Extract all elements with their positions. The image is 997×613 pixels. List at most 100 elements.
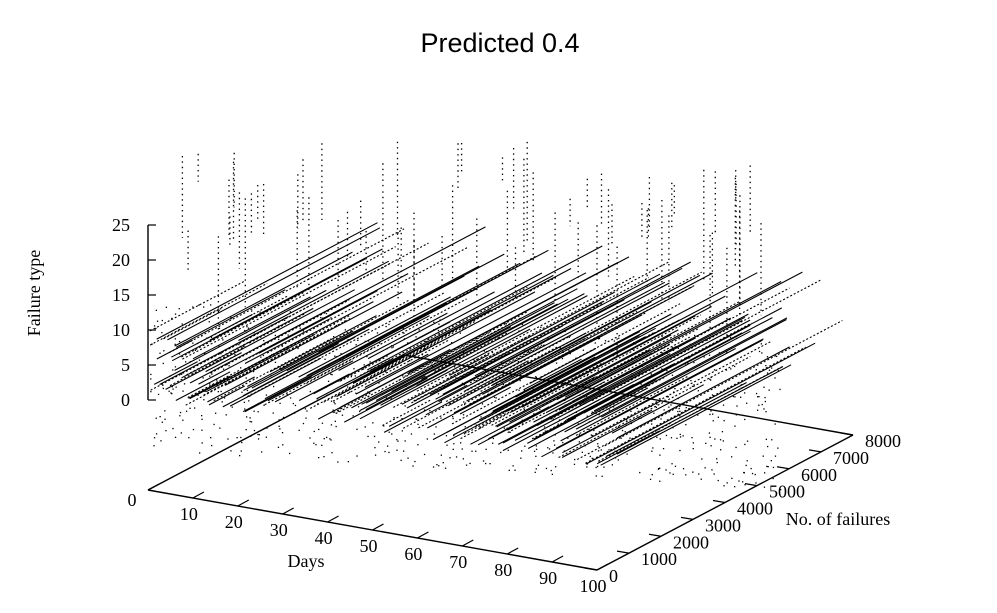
data-point	[249, 420, 251, 423]
data-point	[155, 417, 157, 419]
data-point	[257, 411, 259, 413]
data-point	[448, 401, 450, 404]
data-point	[453, 434, 455, 437]
data-streak	[536, 313, 749, 427]
data-point	[204, 390, 206, 392]
data-point	[563, 450, 565, 452]
data-point	[433, 329, 435, 331]
x-tick-mark	[551, 555, 564, 563]
data-point	[418, 329, 420, 331]
data-point	[188, 437, 190, 439]
data-streak	[359, 286, 528, 376]
data-point	[281, 432, 284, 434]
data-point	[750, 467, 752, 470]
x-tick-label: 40	[315, 528, 333, 548]
data-point	[507, 449, 509, 451]
data-point	[751, 472, 754, 475]
data-point	[476, 358, 478, 360]
data-point	[687, 357, 689, 359]
data-point	[692, 448, 694, 450]
data-point	[485, 448, 487, 450]
data-point	[558, 351, 560, 353]
data-point	[664, 399, 666, 401]
data-point	[302, 422, 305, 425]
data-point	[248, 400, 250, 402]
data-point	[588, 428, 590, 430]
data-streak	[427, 314, 643, 429]
data-point	[313, 430, 315, 433]
data-point	[711, 394, 714, 396]
data-point	[355, 392, 357, 394]
x-tick-mark	[192, 491, 205, 499]
data-point	[720, 449, 722, 451]
data-point	[210, 304, 212, 306]
data-point	[278, 425, 280, 427]
data-point	[479, 427, 482, 429]
data-point	[665, 434, 668, 437]
data-point	[218, 352, 220, 354]
data-point	[433, 321, 435, 323]
data-point	[575, 357, 577, 360]
chart-title: Predicted 0.4	[420, 28, 579, 58]
data-point	[172, 427, 174, 430]
data-point	[174, 436, 177, 438]
data-point	[677, 410, 679, 413]
data-point	[484, 370, 487, 372]
y-tick-mark	[744, 483, 758, 487]
data-point	[437, 393, 440, 395]
data-point	[679, 410, 681, 412]
data-point	[421, 354, 423, 356]
data-point	[387, 445, 389, 447]
data-point	[543, 426, 546, 428]
data-point	[518, 330, 520, 332]
data-streak	[244, 318, 331, 364]
data-point	[484, 366, 486, 368]
data-point	[544, 389, 546, 391]
data-streak	[521, 315, 696, 408]
data-point	[241, 441, 243, 444]
data-point	[633, 342, 635, 344]
data-point	[582, 328, 585, 330]
data-point	[316, 350, 318, 353]
data-point	[302, 330, 305, 332]
data-point	[774, 455, 777, 457]
data-streak	[490, 360, 534, 384]
data-point	[371, 375, 373, 377]
data-point	[171, 386, 173, 388]
data-streak	[600, 364, 792, 466]
data-point	[555, 362, 558, 364]
data-point	[426, 438, 428, 440]
data-point	[265, 436, 267, 438]
data-point	[165, 430, 167, 432]
data-point	[523, 389, 526, 391]
y-tick-mark	[584, 567, 598, 571]
data-point	[480, 416, 482, 418]
data-point	[757, 396, 759, 398]
data-point	[266, 427, 268, 429]
data-point	[305, 417, 307, 419]
data-streak	[351, 288, 578, 409]
data-point	[178, 329, 180, 331]
data-point	[432, 466, 435, 468]
data-streak	[156, 222, 378, 340]
data-point	[253, 410, 255, 412]
data-point	[407, 342, 409, 344]
back-floor-edge	[147, 354, 405, 491]
data-point	[343, 377, 346, 379]
data-streak	[591, 340, 772, 437]
data-point	[250, 393, 252, 396]
data-point	[452, 448, 454, 450]
data-point	[410, 433, 413, 435]
data-point	[334, 420, 336, 422]
data-point	[574, 458, 576, 461]
data-point	[359, 410, 361, 413]
data-point	[299, 327, 301, 329]
data-streak	[365, 363, 453, 411]
data-streak	[208, 385, 245, 406]
data-point	[666, 352, 668, 354]
y-tick-mark	[776, 466, 790, 470]
data-point	[621, 429, 624, 432]
data-point	[204, 352, 206, 355]
y-axis-label: No. of failures	[786, 509, 890, 529]
data-point	[372, 368, 374, 370]
